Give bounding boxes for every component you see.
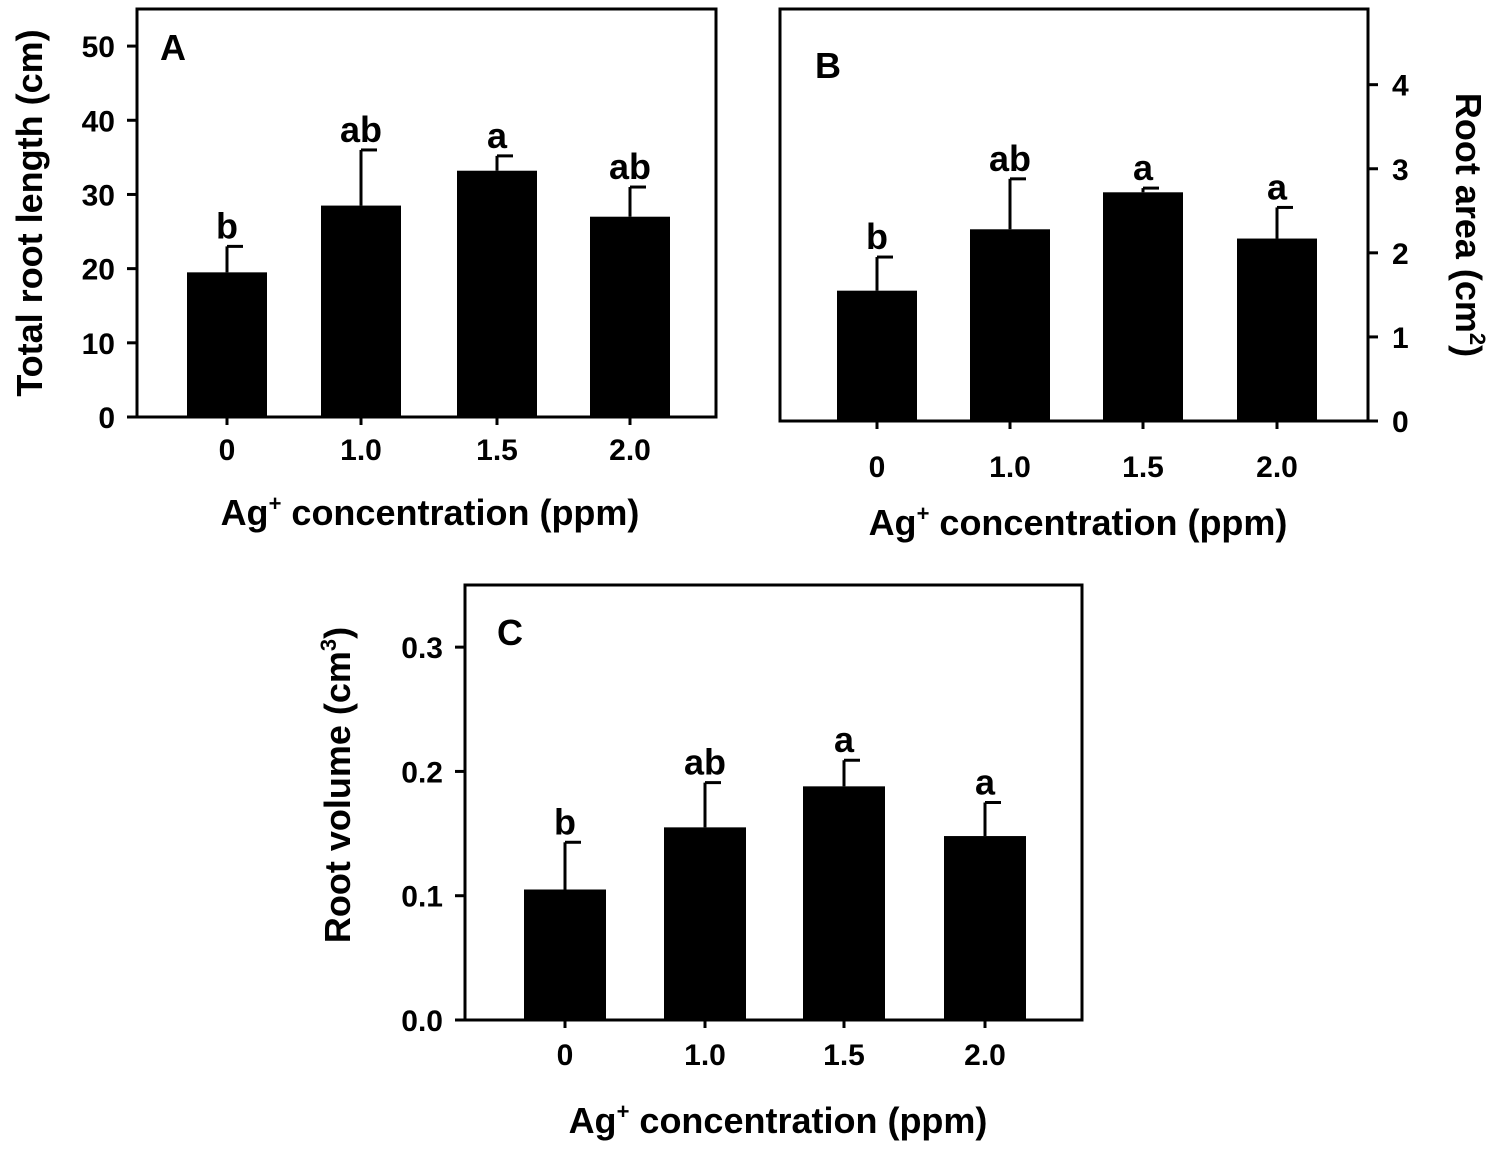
significance-label: a bbox=[834, 719, 855, 760]
plot-frame bbox=[135, 7, 718, 419]
significance-label: b bbox=[866, 216, 888, 257]
significance-label: ab bbox=[684, 742, 726, 783]
plot-frame bbox=[463, 583, 1084, 1022]
x-tick-label: 2.0 bbox=[609, 434, 651, 467]
x-tick-label: 1.5 bbox=[1122, 451, 1164, 484]
y-tick-label: 0 bbox=[1392, 406, 1409, 439]
bar bbox=[590, 216, 670, 417]
x-tick-label: 1.0 bbox=[684, 1039, 726, 1072]
bar bbox=[944, 836, 1026, 1020]
bar bbox=[803, 786, 885, 1020]
x-tick-label: 0 bbox=[869, 451, 886, 484]
x-tick-label: 1.5 bbox=[476, 434, 518, 467]
significance-label: ab bbox=[609, 146, 651, 187]
y-tick-label: 0.1 bbox=[401, 881, 443, 914]
bar bbox=[1237, 238, 1317, 421]
significance-label: a bbox=[1267, 166, 1288, 207]
bar bbox=[321, 205, 401, 417]
x-axis-title: Ag+ concentration (ppm) bbox=[569, 1099, 988, 1141]
y-tick-label: 2 bbox=[1392, 238, 1409, 271]
x-tick-label: 1.5 bbox=[823, 1039, 865, 1072]
y-tick-label: 0.2 bbox=[401, 756, 443, 789]
bar bbox=[187, 272, 267, 417]
chart-panel-b: B 0 1 2 3 4 b 0 ab 1.0 a 1.5 a 2.0 Ag+ concentration (… bbox=[778, 7, 1490, 543]
panel-letter: C bbox=[497, 612, 523, 653]
y-tick-label: 40 bbox=[82, 105, 115, 138]
x-tick-label: 0 bbox=[219, 434, 236, 467]
panel-letter: B bbox=[815, 45, 841, 86]
y-tick-label: 0.3 bbox=[401, 632, 443, 665]
y-tick-label: 10 bbox=[82, 328, 115, 361]
bar bbox=[1103, 192, 1183, 421]
y-tick-label: 0.0 bbox=[401, 1005, 443, 1038]
significance-label: b bbox=[554, 801, 576, 842]
x-tick-label: 2.0 bbox=[1256, 451, 1298, 484]
y-tick-label: 3 bbox=[1392, 154, 1409, 187]
x-tick-label: 0 bbox=[557, 1039, 574, 1072]
x-tick-label: 1.0 bbox=[340, 434, 382, 467]
y-tick-label: 4 bbox=[1392, 70, 1409, 103]
significance-label: a bbox=[975, 762, 996, 803]
bar bbox=[457, 170, 537, 417]
y-tick-label: 50 bbox=[82, 31, 115, 64]
x-tick-label: 2.0 bbox=[964, 1039, 1006, 1072]
y-axis-title: Root volume (cm3) bbox=[316, 627, 358, 943]
x-axis-title: Ag+ concentration (ppm) bbox=[221, 491, 640, 533]
significance-label: ab bbox=[989, 138, 1031, 179]
y-tick-label: 30 bbox=[82, 179, 115, 212]
bar bbox=[837, 290, 917, 421]
x-tick-label: 1.0 bbox=[989, 451, 1031, 484]
bar bbox=[664, 827, 746, 1020]
significance-label: a bbox=[1133, 147, 1154, 188]
y-tick-label: 0 bbox=[98, 402, 115, 435]
y-axis-title: Total root length (cm) bbox=[9, 29, 50, 396]
bar bbox=[524, 889, 606, 1020]
chart-panel-c: C 0.0 0.1 0.2 0.3 b 0 ab 1.0 a 1.5 a 2.0 Ag+ concentr… bbox=[316, 583, 1084, 1141]
panel-letter: A bbox=[160, 27, 186, 68]
chart-panel-a: A 0 10 20 30 40 50 b 0 ab 1.0 a 1.5 ab 2.0 Ag+ concentr… bbox=[9, 7, 718, 533]
significance-label: b bbox=[216, 205, 238, 246]
significance-label: ab bbox=[340, 109, 382, 150]
bar bbox=[970, 229, 1050, 421]
y-tick-label: 20 bbox=[82, 254, 115, 287]
significance-label: a bbox=[487, 115, 508, 156]
x-axis-title: Ag+ concentration (ppm) bbox=[869, 501, 1288, 543]
y-tick-label: 1 bbox=[1392, 322, 1409, 355]
y-axis-title: Root area (cm2) bbox=[1448, 93, 1490, 357]
plot-frame bbox=[778, 7, 1370, 423]
